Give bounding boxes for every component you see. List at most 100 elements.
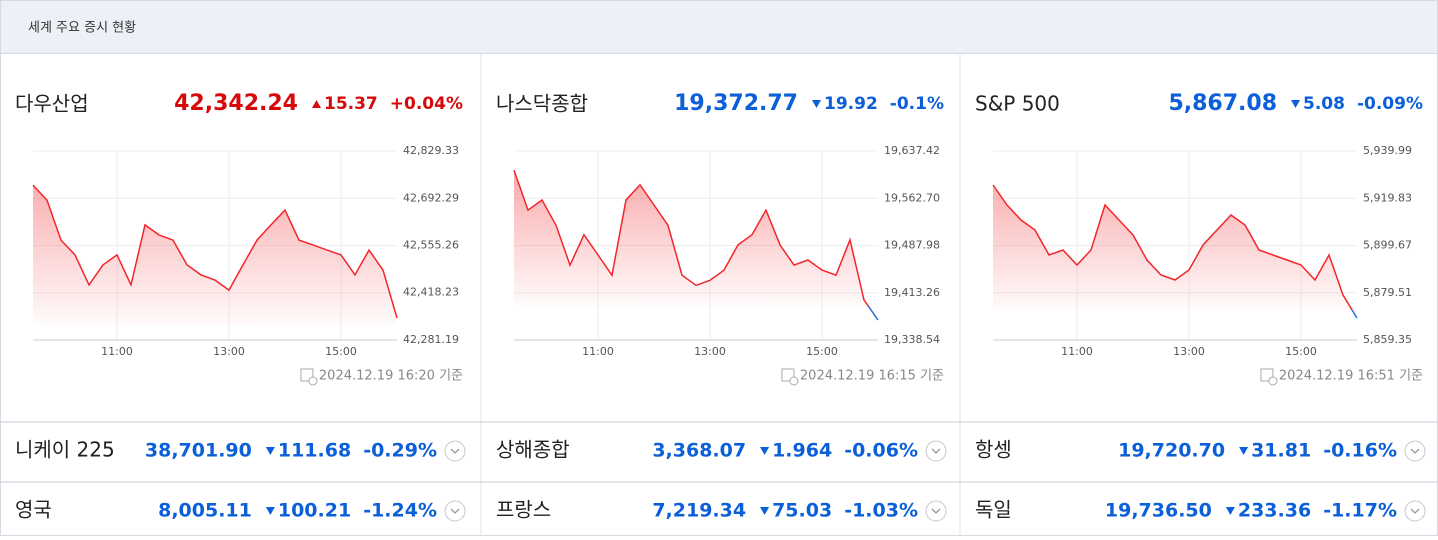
header-title: 세계 주요 증시 현황 bbox=[28, 21, 136, 36]
market-name: 프랑스 bbox=[496, 498, 551, 522]
chevron bbox=[1410, 508, 1420, 514]
change-pct: -1.17% bbox=[1323, 500, 1397, 522]
x-tick-label: 11:00 bbox=[1061, 345, 1093, 358]
price-area bbox=[33, 185, 397, 325]
change-pct: -0.29% bbox=[363, 440, 437, 462]
price-line bbox=[513, 169, 879, 321]
arrow-icon bbox=[1291, 100, 1300, 108]
arrow-icon bbox=[1239, 447, 1249, 455]
y-tick-label: 42,555.26 bbox=[403, 239, 459, 252]
y-tick-label: 19,338.54 bbox=[884, 333, 940, 346]
price: 7,219.34 bbox=[652, 500, 746, 522]
expand-button[interactable] bbox=[925, 440, 947, 462]
change-pct: -0.1% bbox=[890, 94, 944, 114]
clock-icon bbox=[1268, 376, 1278, 386]
expand-button[interactable] bbox=[444, 500, 466, 522]
y-tick-label: 5,939.99 bbox=[1363, 144, 1412, 157]
expand-button[interactable] bbox=[925, 500, 947, 522]
x-tick-label: 15:00 bbox=[806, 345, 838, 358]
x-tick-label: 15:00 bbox=[325, 345, 357, 358]
change-pct: -0.06% bbox=[844, 440, 918, 462]
price: 5,867.08 bbox=[1168, 91, 1277, 116]
change-pct: +0.04% bbox=[390, 94, 463, 114]
change: 75.03 bbox=[772, 500, 832, 522]
market-name: 항셍 bbox=[975, 438, 1012, 462]
market-name: 독일 bbox=[975, 498, 1012, 522]
x-tick-label: 13:00 bbox=[213, 345, 245, 358]
market-name: 영국 bbox=[15, 498, 52, 522]
price: 42,342.24 bbox=[174, 91, 298, 116]
index-name: 다우산업 bbox=[15, 92, 89, 116]
y-tick-label: 5,899.67 bbox=[1363, 239, 1412, 252]
index-name: 나스닥종합 bbox=[496, 92, 588, 116]
price: 19,372.77 bbox=[674, 91, 798, 116]
x-tick-label: 13:00 bbox=[694, 345, 726, 358]
arrow-icon bbox=[1225, 507, 1235, 515]
updated-time: 2024.12.19 16:15 기준 bbox=[800, 369, 944, 384]
header-bar bbox=[0, 0, 1438, 54]
price: 38,701.90 bbox=[145, 440, 252, 462]
price: 8,005.11 bbox=[158, 500, 252, 522]
market-name: 니케이 225 bbox=[15, 438, 115, 462]
x-tick-label: 11:00 bbox=[101, 345, 133, 358]
y-tick-label: 19,413.26 bbox=[884, 286, 940, 299]
change: 233.36 bbox=[1238, 500, 1311, 522]
y-tick-label: 42,418.23 bbox=[403, 286, 459, 299]
change: 100.21 bbox=[278, 500, 351, 522]
y-tick-label: 42,281.19 bbox=[403, 333, 459, 346]
chevron bbox=[931, 448, 941, 454]
price-area bbox=[514, 170, 878, 321]
y-tick-label: 5,859.35 bbox=[1363, 333, 1412, 346]
change-pct: -1.03% bbox=[844, 500, 918, 522]
clock-icon bbox=[308, 376, 318, 386]
price: 19,720.70 bbox=[1118, 440, 1225, 462]
clock-icon bbox=[789, 376, 799, 386]
calendar-icon bbox=[1260, 368, 1274, 382]
y-tick-label: 42,829.33 bbox=[403, 144, 459, 157]
arrow-icon bbox=[265, 447, 275, 455]
calendar-icon bbox=[300, 368, 314, 382]
x-tick-label: 13:00 bbox=[1173, 345, 1205, 358]
y-tick-label: 19,637.42 bbox=[884, 144, 940, 157]
change-pct: -0.16% bbox=[1323, 440, 1397, 462]
price: 19,736.50 bbox=[1105, 500, 1212, 522]
y-tick-label: 19,487.98 bbox=[884, 239, 940, 252]
x-tick-label: 15:00 bbox=[1285, 345, 1317, 358]
y-tick-label: 19,562.70 bbox=[884, 191, 940, 204]
y-tick-label: 5,879.51 bbox=[1363, 286, 1412, 299]
y-tick-label: 5,919.83 bbox=[1363, 191, 1412, 204]
change: 1.964 bbox=[772, 440, 832, 462]
price-area bbox=[993, 185, 1357, 319]
chevron bbox=[931, 508, 941, 514]
chevron bbox=[450, 448, 460, 454]
updated-time: 2024.12.19 16:51 기준 bbox=[1279, 369, 1423, 384]
change: 111.68 bbox=[278, 440, 351, 462]
change: 31.81 bbox=[1251, 440, 1311, 462]
x-tick-label: 11:00 bbox=[582, 345, 614, 358]
change: 19.92 bbox=[824, 94, 878, 114]
arrow-icon bbox=[812, 100, 821, 108]
expand-button[interactable] bbox=[444, 440, 466, 462]
market-name: 상해종합 bbox=[496, 438, 570, 462]
arrow-icon bbox=[760, 447, 770, 455]
expand-button[interactable] bbox=[1404, 440, 1426, 462]
expand-button[interactable] bbox=[1404, 500, 1426, 522]
chevron bbox=[1410, 448, 1420, 454]
change-pct: -0.09% bbox=[1357, 94, 1423, 114]
price-line bbox=[992, 184, 1358, 319]
arrow-icon bbox=[760, 507, 770, 515]
price: 3,368.07 bbox=[652, 440, 746, 462]
arrow-icon bbox=[265, 507, 275, 515]
price-line bbox=[32, 184, 398, 319]
updated-time: 2024.12.19 16:20 기준 bbox=[319, 369, 463, 384]
change: 15.37 bbox=[324, 94, 378, 114]
calendar-icon bbox=[781, 368, 795, 382]
chevron bbox=[450, 508, 460, 514]
change: 5.08 bbox=[1303, 94, 1345, 114]
change-pct: -1.24% bbox=[363, 500, 437, 522]
y-tick-label: 42,692.29 bbox=[403, 191, 459, 204]
arrow-icon bbox=[311, 100, 321, 108]
index-name: S&P 500 bbox=[975, 92, 1060, 116]
